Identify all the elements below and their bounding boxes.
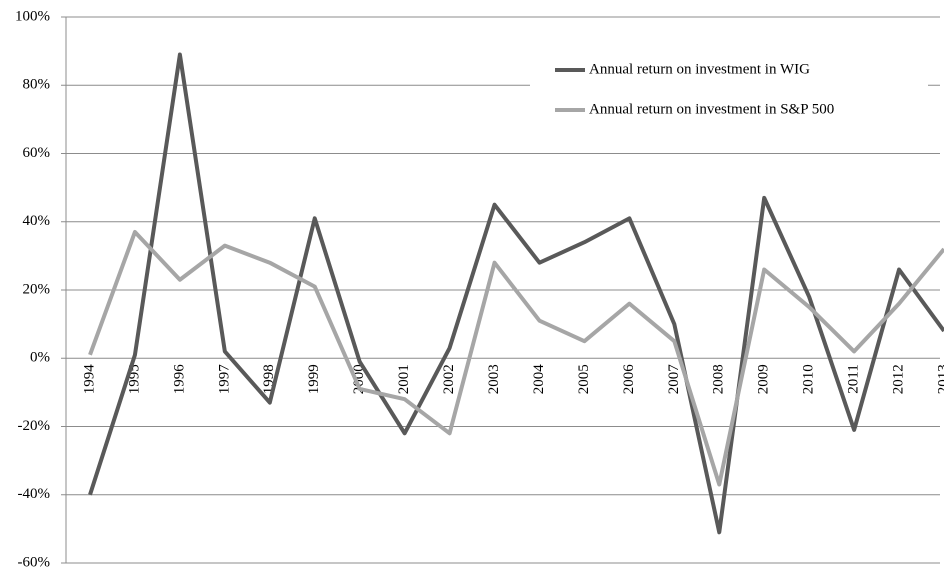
- x-tick-label: 2001: [396, 364, 412, 394]
- x-tick-label: 2007: [666, 364, 682, 395]
- x-tick-label: 2004: [531, 364, 547, 395]
- x-tick-label: 2003: [486, 364, 502, 394]
- x-tick-label: 1999: [306, 364, 322, 394]
- x-tick-label: 2008: [711, 364, 727, 394]
- x-tick-label: 2009: [756, 364, 772, 394]
- legend-box: [530, 50, 928, 130]
- x-tick-label: 2000: [351, 364, 367, 394]
- y-tick-label: 20%: [23, 281, 51, 297]
- x-tick-label: 2013: [935, 364, 944, 394]
- x-tick-label: 1997: [216, 364, 232, 395]
- y-tick-label: -40%: [18, 486, 51, 502]
- y-tick-label: 0%: [30, 350, 50, 366]
- x-tick-label: 2005: [576, 364, 592, 394]
- x-tick-label: 2012: [890, 364, 906, 394]
- x-tick-label: 2010: [801, 364, 817, 394]
- y-tick-label: -20%: [18, 418, 51, 434]
- legend-label: Annual return on investment in WIG: [589, 61, 810, 77]
- y-tick-label: 100%: [15, 8, 50, 24]
- x-tick-label: 1996: [171, 364, 187, 395]
- series-line: [88, 229, 944, 487]
- y-tick-label: 60%: [23, 145, 51, 161]
- y-tick-label: -60%: [18, 554, 51, 570]
- x-tick-label: 2002: [441, 364, 457, 394]
- x-tick-label: 2011: [846, 364, 862, 393]
- legend-label: Annual return on investment in S&P 500: [589, 101, 834, 117]
- series-line: [88, 52, 944, 535]
- x-tick-label: 1994: [81, 364, 97, 395]
- y-tick-label: 40%: [23, 213, 51, 229]
- y-tick-label: 80%: [23, 77, 51, 93]
- x-tick-label: 2006: [621, 364, 637, 395]
